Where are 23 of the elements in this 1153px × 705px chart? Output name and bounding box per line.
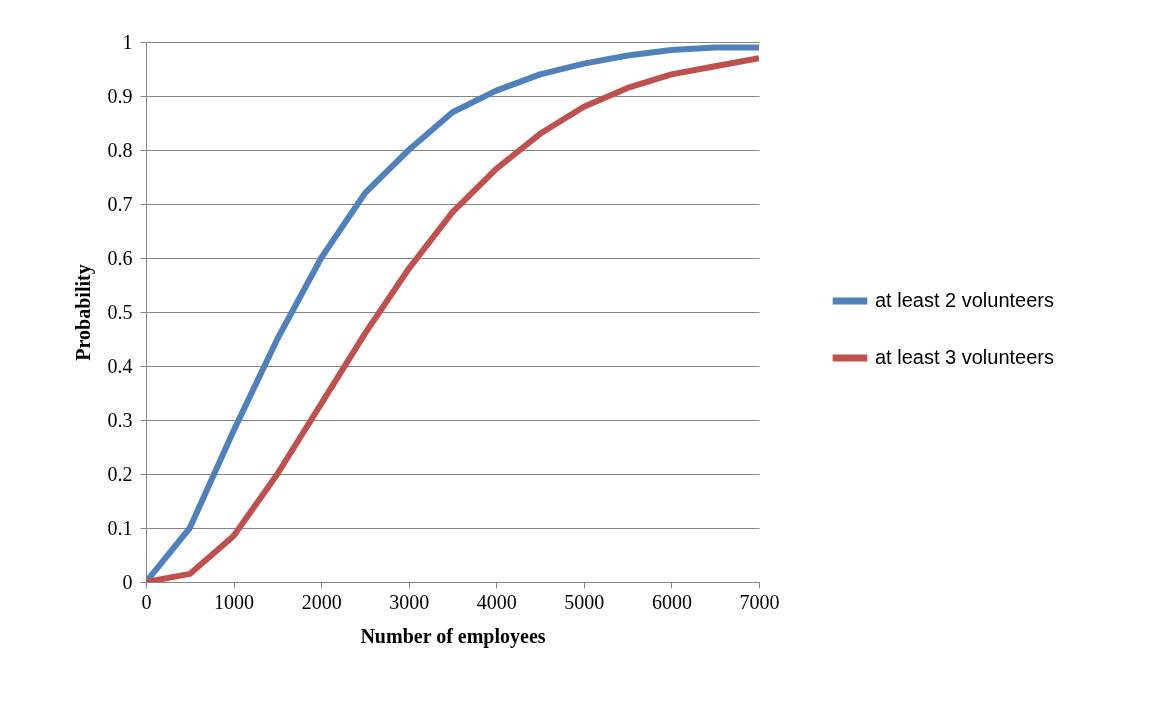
y-axis-title: Probability xyxy=(71,264,95,361)
x-tick-label: 5000 xyxy=(564,590,605,613)
x-tick-label: 0 xyxy=(141,590,152,613)
x-tick-label: 7000 xyxy=(739,590,780,613)
y-tick-label: 0.6 xyxy=(107,246,133,269)
y-tick-label: 1 xyxy=(122,30,133,53)
y-tick-label: 0.1 xyxy=(107,516,133,539)
x-tick-label: 1000 xyxy=(214,590,255,613)
x-tick-label: 6000 xyxy=(651,590,692,613)
y-tick-label: 0 xyxy=(122,570,133,593)
x-tick-label: 3000 xyxy=(389,590,430,613)
y-tick-label: 0.5 xyxy=(107,300,133,323)
legend-label: at least 2 volunteers xyxy=(875,289,1054,311)
legend-label: at least 3 volunteers xyxy=(875,346,1054,368)
y-tick-label: 0.8 xyxy=(107,138,133,161)
y-tick-label: 0.9 xyxy=(107,84,133,107)
y-tick-label: 0.3 xyxy=(107,408,133,431)
y-tick-label: 0.4 xyxy=(107,354,133,377)
y-tick-label: 0.7 xyxy=(107,192,133,215)
x-tick-label: 4000 xyxy=(476,590,517,613)
x-tick-label: 2000 xyxy=(301,590,342,613)
x-axis-title: Number of employees xyxy=(360,624,546,648)
y-tick-label: 0.2 xyxy=(107,462,133,485)
